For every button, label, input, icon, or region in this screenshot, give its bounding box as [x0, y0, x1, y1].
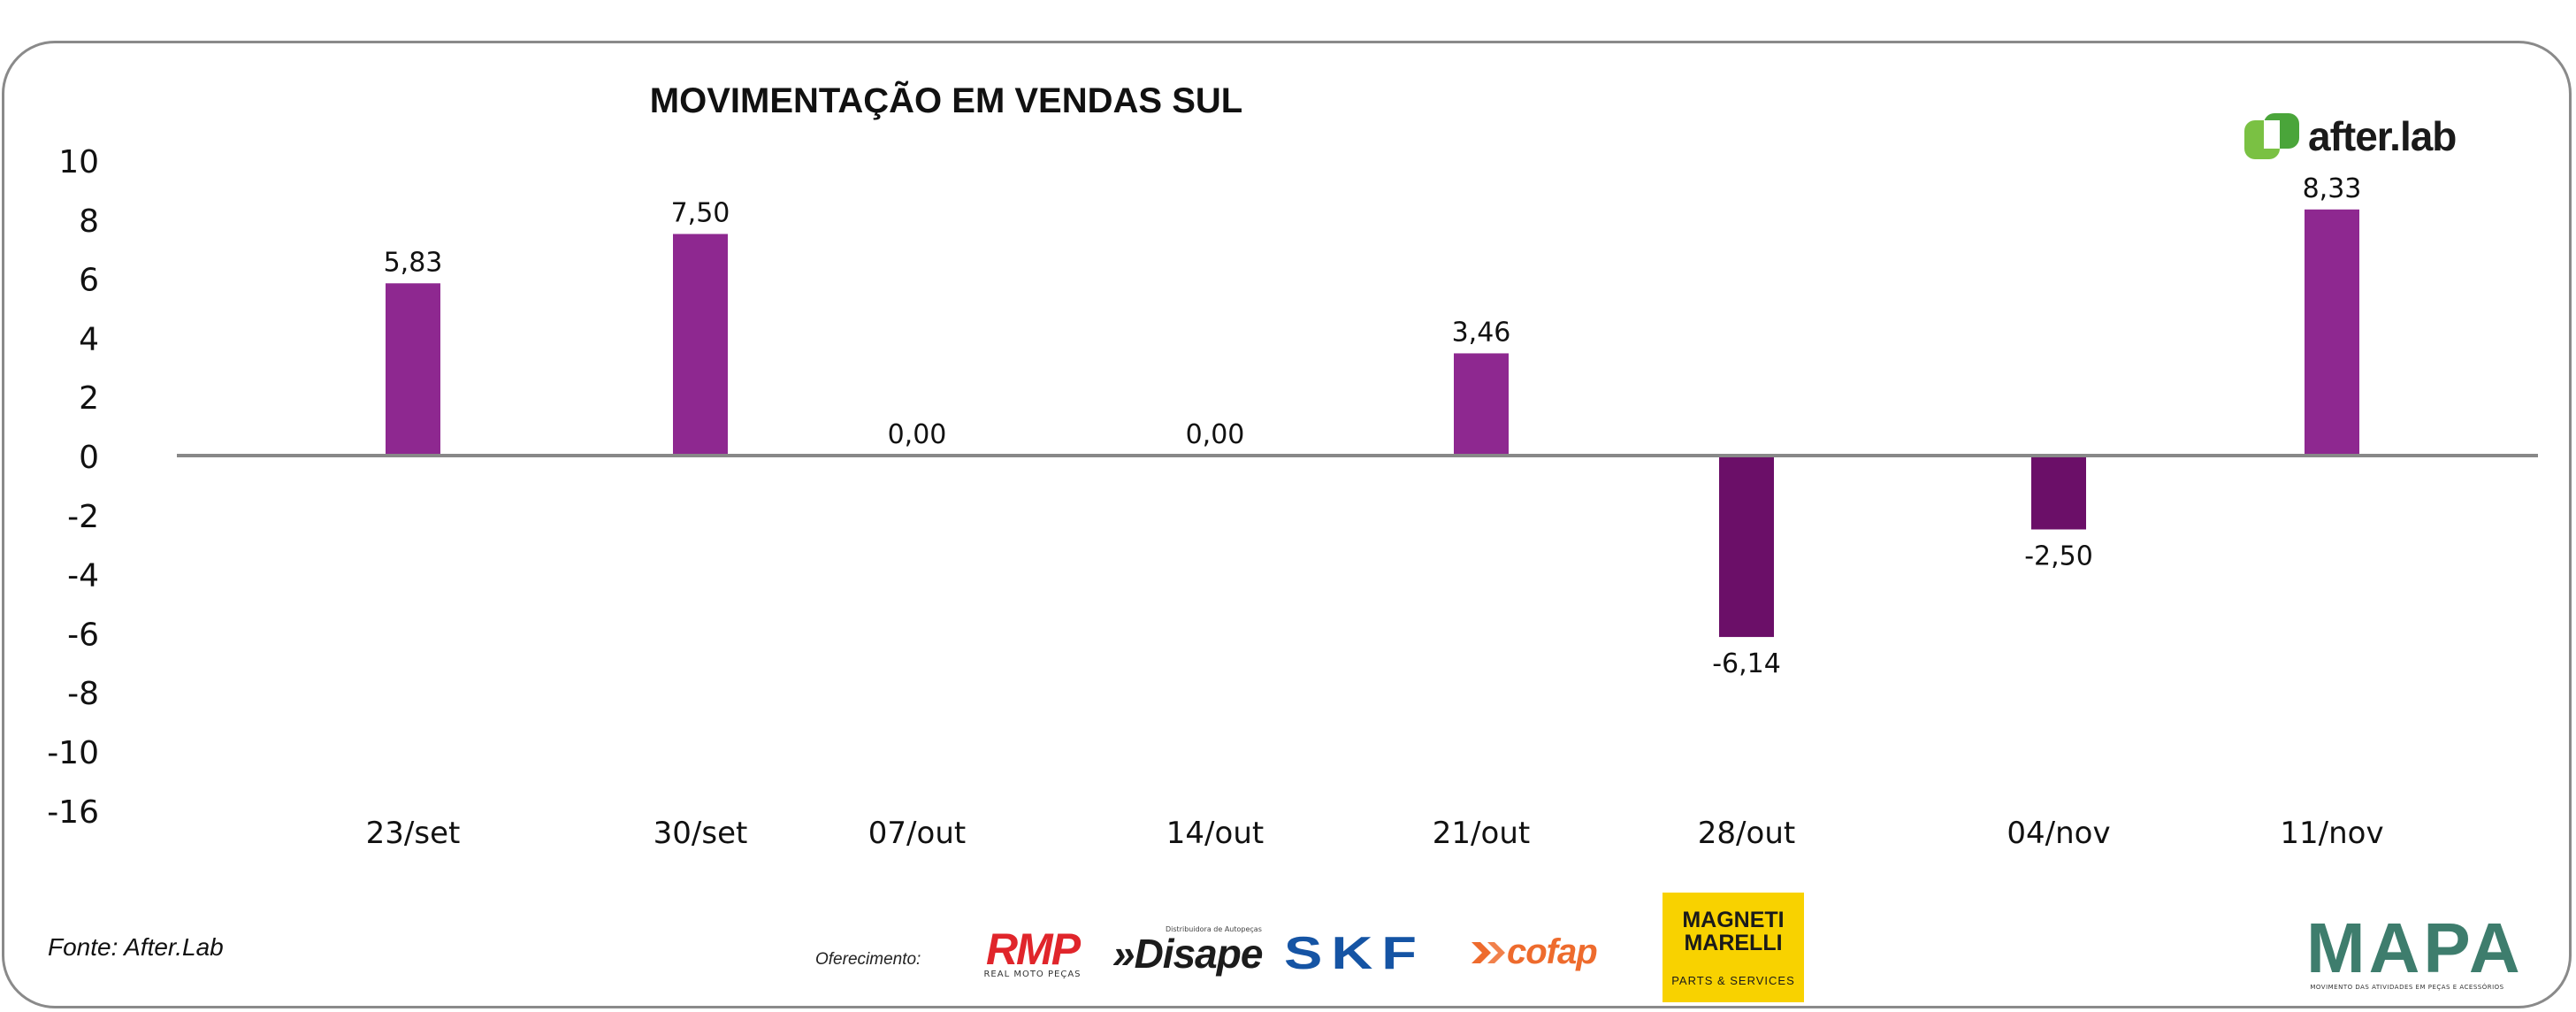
- disape-tagline: Distribuidora de Autopeças: [1166, 925, 1262, 933]
- data-label: 5,83: [384, 247, 443, 278]
- chart-title: MOVIMENTAÇÃO EM VENDAS SUL: [649, 81, 1243, 120]
- x-category-label: 14/out: [1166, 816, 1264, 851]
- y-tick-label: -8: [67, 676, 99, 712]
- cofap-logo: cofap: [1468, 932, 1598, 972]
- y-tick-label: 2: [79, 380, 99, 417]
- x-category-label: 23/set: [366, 816, 461, 851]
- magneti-line-2: MARELLI: [1684, 931, 1783, 955]
- y-tick-label: -16: [47, 794, 99, 831]
- data-label: 7,50: [671, 198, 730, 229]
- data-labels: 5,83 7,50 0,00 0,00 3,46 -6,14 -2,50 8,33: [384, 173, 2362, 679]
- mapa-wordmark: MAPA: [2306, 908, 2524, 987]
- bar-23-set: [386, 283, 440, 456]
- afterlab-logo: after.lab: [2243, 111, 2457, 161]
- disape-wordmark: »Disape: [1112, 931, 1263, 977]
- x-category-label: 11/nov: [2280, 816, 2383, 851]
- y-tick-label: 6: [79, 263, 99, 299]
- y-axis-ticks: 10 8 6 4 2 0 -2 -4 -6 -8 -10 -16: [47, 144, 99, 831]
- y-tick-label: 4: [79, 321, 99, 357]
- y-tick-label: 0: [79, 440, 99, 476]
- afterlab-wordmark: after.lab: [2308, 113, 2457, 159]
- y-tick-label: 10: [58, 144, 99, 180]
- bar-04-nov: [2031, 456, 2086, 530]
- data-label: 0,00: [1186, 419, 1245, 450]
- bar-11-nov: [2305, 209, 2359, 456]
- y-tick-label: -6: [67, 617, 99, 653]
- data-label: 0,00: [888, 419, 947, 450]
- x-category-label: 07/out: [868, 816, 966, 851]
- cofap-wordmark: cofap: [1507, 932, 1598, 971]
- y-tick-label: 8: [79, 203, 99, 240]
- chart-frame: [2, 41, 2572, 1008]
- rmp-logo: RMP REAL MOTO PEÇAS: [973, 924, 1092, 979]
- skf-wordmark: SKF: [1284, 928, 1426, 979]
- y-tick-label: -4: [67, 558, 99, 594]
- rmp-subtitle: REAL MOTO PEÇAS: [983, 970, 1082, 979]
- disape-logo: Distribuidora de Autopeças »Disape: [1112, 925, 1263, 977]
- data-label: -2,50: [2024, 541, 2093, 572]
- rmp-wordmark: RMP: [985, 924, 1081, 974]
- bar-21-out: [1454, 353, 1509, 456]
- bar-30-set: [673, 234, 728, 456]
- cofap-mark-icon: [1471, 941, 1505, 963]
- skf-logo: SKF: [1284, 931, 1417, 977]
- y-tick-label: -2: [67, 499, 99, 535]
- x-category-label: 04/nov: [2007, 816, 2110, 851]
- x-category-label: 30/set: [654, 816, 748, 851]
- bar-28-out: [1719, 456, 1774, 638]
- afterlab-mark-icon: [2243, 111, 2301, 161]
- data-label: -6,14: [1712, 648, 1781, 679]
- mapa-subtitle: MOVIMENTO DAS ATIVIDADES EM PEÇAS E ACES…: [2310, 984, 2504, 991]
- bars: [386, 209, 2359, 638]
- data-label: 8,33: [2303, 173, 2362, 204]
- source-note: Fonte: After.Lab: [48, 933, 224, 961]
- magneti-parts-services: PARTS & SERVICES: [1671, 974, 1795, 987]
- mapa-logo: MAPA MOVIMENTO DAS ATIVIDADES EM PEÇAS E…: [2306, 908, 2524, 992]
- y-tick-label: -10: [47, 735, 99, 771]
- x-category-label: 21/out: [1433, 816, 1530, 851]
- x-axis-categories: 23/set 30/set 07/out 14/out 21/out 28/out 04/n…: [366, 816, 2384, 851]
- magneti-marelli-logo: MAGNETI MARELLI PARTS & SERVICES: [1663, 893, 1804, 1002]
- magneti-line-1: MAGNETI: [1682, 908, 1785, 932]
- data-label: 3,46: [1452, 317, 1511, 348]
- x-category-label: 28/out: [1698, 816, 1795, 851]
- sponsor-label: Oferecimento:: [815, 950, 921, 969]
